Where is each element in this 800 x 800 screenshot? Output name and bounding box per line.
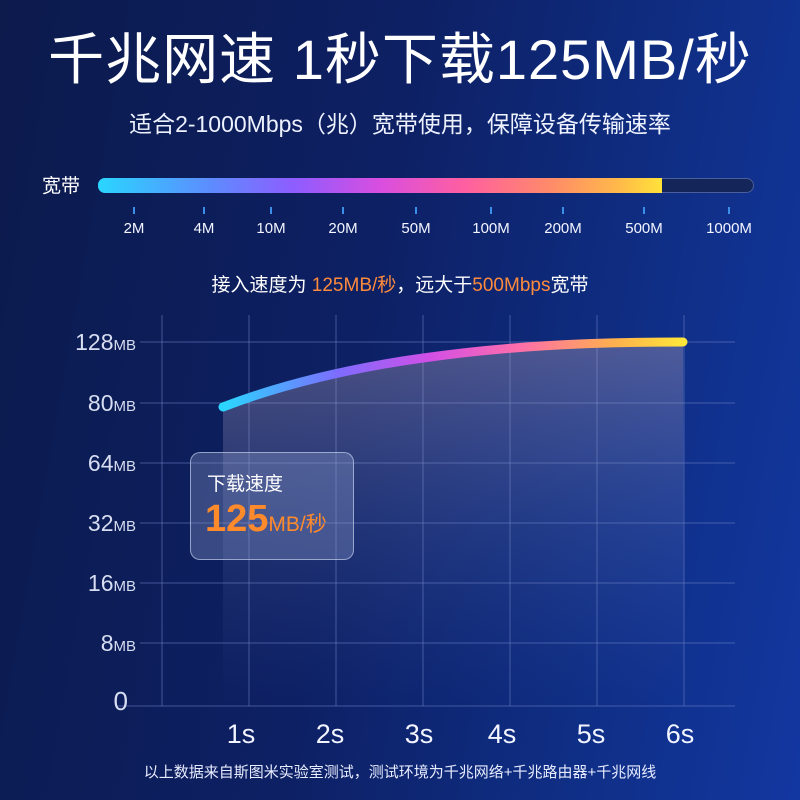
bandwidth-tick: 10M xyxy=(241,207,301,238)
tick-label: 200M xyxy=(544,220,582,237)
tick-label: 4M xyxy=(193,220,215,237)
x-tick-2s: 2s xyxy=(315,719,345,749)
bandwidth-tick: 1000M xyxy=(699,207,759,238)
bandwidth-tick: 4M xyxy=(174,207,234,238)
x-tick-1s: 1s xyxy=(226,719,256,749)
speed-number: 125 xyxy=(205,498,269,540)
y-tick-value: 80 xyxy=(87,390,114,416)
tick-label: 50M xyxy=(401,220,431,237)
footnote: 以上数据来自斯图米实验室测试，测试环境为千兆网络+千兆路由器+千兆网线 xyxy=(143,764,657,781)
y-tick-value: 64 xyxy=(87,450,114,476)
y-tick-unit: MB xyxy=(113,458,137,475)
bandwidth-tick: 50M xyxy=(386,207,446,238)
bandwidth-fill xyxy=(98,178,662,193)
speed-curve xyxy=(218,337,688,412)
area-fill xyxy=(223,342,684,706)
y-tick-unit: MB xyxy=(113,398,137,415)
tick-mark xyxy=(728,207,730,214)
y-tick-8: 8MB xyxy=(56,630,136,660)
y-tick-value: 128 xyxy=(75,329,114,355)
page-title: 千兆网速 1秒下载125MB/秒 xyxy=(48,28,752,91)
y-tick-32: 32MB xyxy=(56,510,136,540)
y-tick-unit: MB xyxy=(113,578,137,595)
tick-mark xyxy=(643,207,645,214)
y-tick-0: 0 xyxy=(48,688,128,719)
x-tick-3s: 3s xyxy=(404,719,434,749)
tick-mark xyxy=(342,207,344,214)
download-speed-box: 下载速度 125MB/秒 xyxy=(190,452,354,560)
bandwidth-tick: 100M xyxy=(461,207,521,238)
caption-highlight-bandwidth: 500Mbps xyxy=(472,275,551,296)
tick-mark xyxy=(203,207,205,214)
y-tick-value: 16 xyxy=(87,570,114,596)
tick-label: 1000M xyxy=(706,220,752,237)
download-speed-title: 下载速度 xyxy=(207,474,284,495)
y-tick-unit: MB xyxy=(113,518,137,535)
y-tick-value: 8 xyxy=(100,630,114,656)
y-tick-16: 16MB xyxy=(56,570,136,600)
bandwidth-ticks: 2M 4M 10M 20M 50M 100M 200M 500M 1000M xyxy=(0,207,800,247)
bandwidth-tick: 20M xyxy=(313,207,373,238)
tick-mark xyxy=(490,207,492,214)
bandwidth-tick: 200M xyxy=(533,207,593,238)
caption-text: 接入速度为 xyxy=(211,275,312,296)
tick-label: 10M xyxy=(256,220,286,237)
y-tick-unit: MB xyxy=(113,638,137,655)
tick-mark xyxy=(270,207,272,214)
y-tick-unit: MB xyxy=(113,337,137,354)
tick-label: 500M xyxy=(625,220,663,237)
y-tick-64: 64MB xyxy=(56,450,136,480)
download-speed-value: 125MB/秒 xyxy=(205,499,327,547)
y-tick-value: 32 xyxy=(87,510,114,536)
bandwidth-tick: 2M xyxy=(104,207,164,238)
speed-unit: MB/秒 xyxy=(268,513,327,536)
page-subtitle: 适合2-1000Mbps（兆）宽带使用，保障设备传输速率 xyxy=(129,111,671,137)
tick-mark xyxy=(562,207,564,214)
y-tick-value: 0 xyxy=(113,686,128,716)
caption-text: 宽带 xyxy=(550,275,589,296)
tick-mark xyxy=(133,207,135,214)
caption-highlight-speed: 125MB/秒 xyxy=(311,275,397,296)
tick-mark xyxy=(415,207,417,214)
x-tick-4s: 4s xyxy=(487,719,517,749)
tick-label: 100M xyxy=(472,220,510,237)
tick-label: 2M xyxy=(123,220,145,237)
y-tick-80: 80MB xyxy=(56,390,136,420)
x-tick-5s: 5s xyxy=(576,719,606,749)
tick-label: 20M xyxy=(328,220,358,237)
x-tick-6s: 6s xyxy=(665,719,695,749)
y-tick-128: 128MB xyxy=(56,329,136,359)
speed-caption: 接入速度为 125MB/秒，远大于500Mbps宽带 xyxy=(0,273,800,299)
bandwidth-tick: 500M xyxy=(614,207,674,238)
bandwidth-label: 宽带 xyxy=(42,175,81,197)
caption-text: ，远大于 xyxy=(396,275,473,296)
